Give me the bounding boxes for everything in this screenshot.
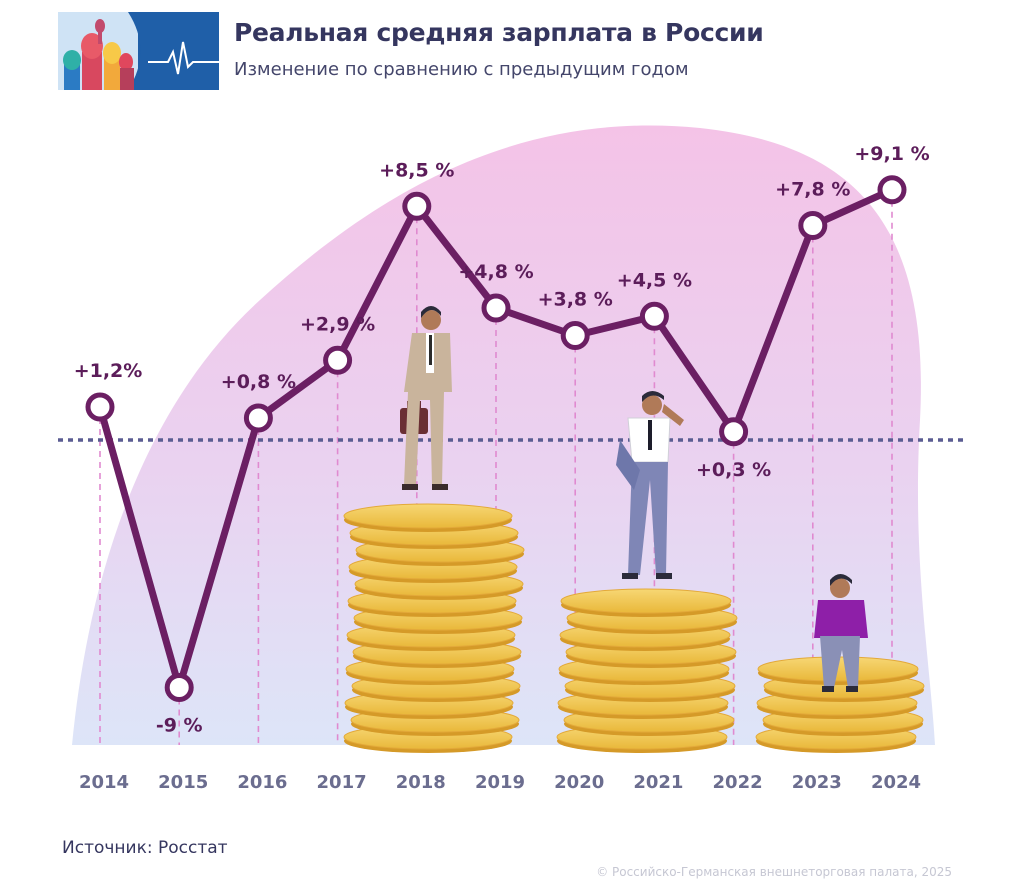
data-point-2019 [481, 293, 511, 323]
data-point-2016 [243, 403, 273, 433]
data-point-2015 [164, 673, 194, 702]
data-label-2024: +9,1 % [854, 143, 929, 165]
x-tick-label-2018: 2018 [396, 772, 446, 793]
businessman-illustration [400, 306, 452, 490]
data-label-2023: +7,8 % [775, 179, 850, 201]
x-tick-label-2019: 2019 [475, 772, 525, 793]
x-tick-label-2017: 2017 [317, 772, 367, 793]
data-label-2018: +8,5 % [379, 159, 454, 181]
data-label-2015: -9 % [156, 715, 203, 737]
x-tick-label-2021: 2021 [633, 772, 683, 793]
x-tick-label-2014: 2014 [79, 772, 129, 793]
logo [58, 12, 219, 90]
data-label-2016: +0,8 % [221, 371, 296, 393]
coin [343, 503, 513, 529]
thinking-man-illustration [616, 391, 684, 579]
data-label-2020: +3,8 % [538, 289, 613, 311]
data-labels: +1,2%-9 %+0,8 %+2,9 %+8,5 %+4,8 %+3,8 %+… [74, 143, 930, 737]
data-label-2017: +2,9 % [300, 313, 375, 335]
copyright-note: © Российско-Германская внешнеторговая па… [596, 865, 952, 879]
chart-subtitle: Изменение по сравнению с предыдущим годо… [234, 59, 689, 80]
sitting-woman-illustration [814, 574, 868, 692]
source-note: Источник: Росстат [62, 838, 228, 858]
data-label-2014: +1,2% [74, 360, 143, 382]
x-tick-label-2022: 2022 [713, 772, 763, 793]
x-tick-label-2024: 2024 [871, 772, 921, 793]
data-point-2023 [798, 211, 828, 240]
data-label-2019: +4,8 % [458, 261, 533, 283]
data-point-2018 [402, 191, 432, 221]
coin-stacks [343, 503, 925, 753]
data-point-2020 [560, 321, 590, 350]
data-label-2021: +4,5 % [617, 269, 692, 291]
data-label-2022: +0,3 % [696, 459, 771, 481]
coin [560, 588, 732, 614]
x-tick-label-2015: 2015 [158, 772, 208, 793]
data-point-2022 [719, 417, 749, 447]
chart-title: Реальная средняя зарплата в России [234, 18, 764, 47]
data-point-2021 [639, 301, 669, 331]
series-line-group [85, 175, 907, 702]
x-tick-label-2023: 2023 [792, 772, 842, 793]
background-blob [72, 125, 935, 746]
data-point-2024 [877, 175, 907, 205]
data-point-2017 [323, 345, 353, 375]
x-tick-label-2016: 2016 [237, 772, 287, 793]
x-tick-label-2020: 2020 [554, 772, 604, 793]
x-axis-labels: 2014 2015 2016 2017 2018 2019 2020 2021 2022 2023… [79, 772, 921, 793]
data-point-2014 [85, 392, 115, 422]
